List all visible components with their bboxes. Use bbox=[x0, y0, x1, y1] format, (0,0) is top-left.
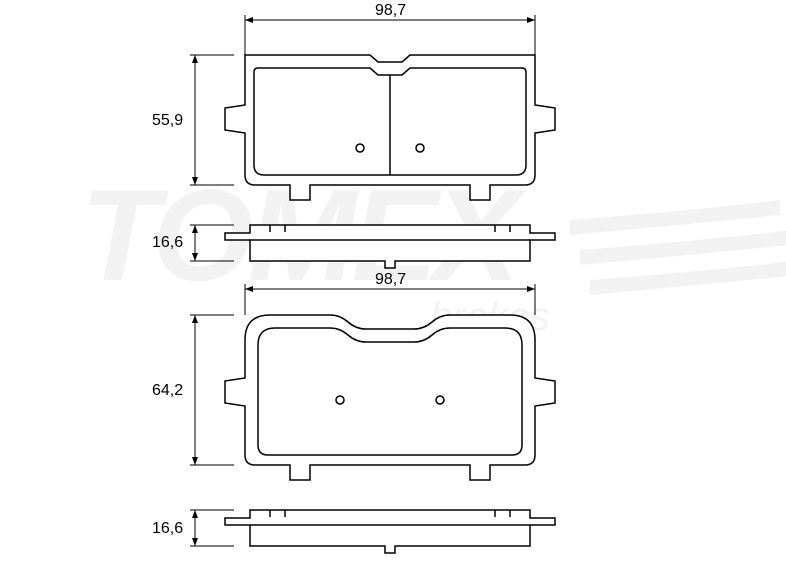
dim-top-thickness bbox=[190, 225, 234, 261]
dim-top-width bbox=[245, 15, 535, 55]
bottom-pad-side bbox=[225, 510, 555, 553]
dim-bottom-thickness bbox=[190, 510, 234, 546]
technical-drawing bbox=[0, 0, 786, 584]
label-top-thickness: 16,6 bbox=[152, 234, 183, 252]
top-pad-side bbox=[225, 225, 555, 268]
label-top-height: 55,9 bbox=[152, 112, 183, 130]
label-bottom-thickness: 16,6 bbox=[152, 520, 183, 538]
label-top-width: 98,7 bbox=[375, 2, 406, 20]
label-bottom-width: 98,7 bbox=[375, 271, 406, 289]
bottom-pad-front bbox=[225, 315, 555, 480]
label-bottom-height: 64,2 bbox=[152, 382, 183, 400]
top-pad-front bbox=[225, 55, 555, 200]
